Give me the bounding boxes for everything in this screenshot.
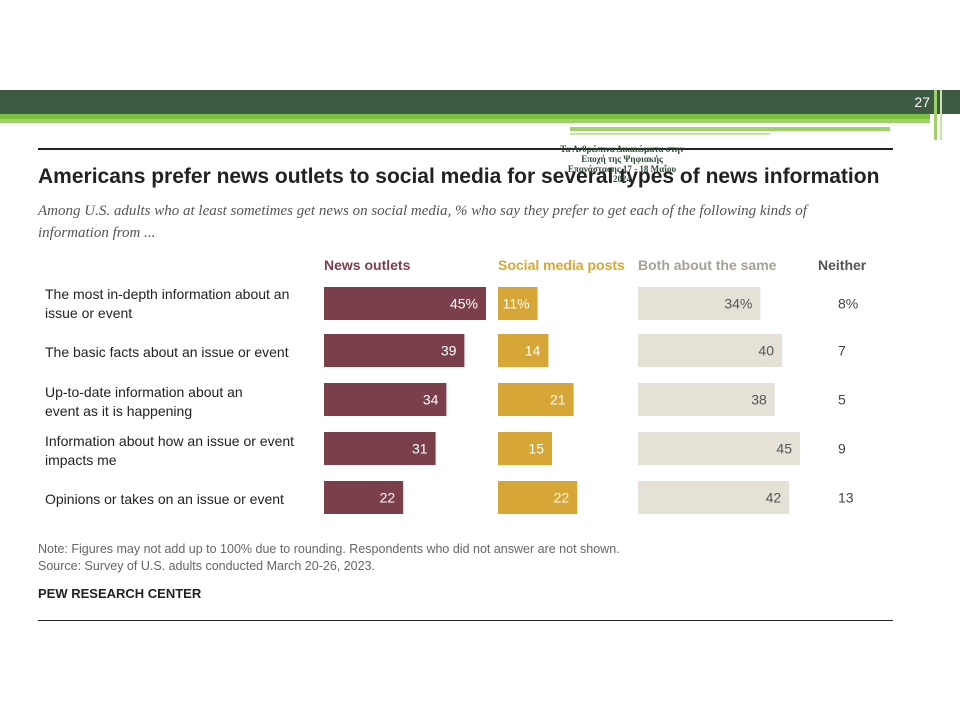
decorative-vstripe — [940, 90, 942, 140]
neither-value-label: 9 — [838, 441, 846, 457]
both-bar — [638, 432, 800, 465]
neither-value-label: 7 — [838, 343, 846, 359]
decorative-stripe-thin — [570, 133, 770, 135]
category-label: Up-to-date information about an event as… — [45, 384, 243, 419]
both-value-label: 45 — [776, 441, 792, 457]
social-media-bar — [498, 481, 578, 514]
chart-subtitle: Among U.S. adults who at least sometimes… — [38, 203, 807, 241]
decorative-vstripe — [934, 90, 937, 140]
social-media-value-label: 14 — [525, 343, 541, 359]
slide-header-stripe — [0, 114, 930, 119]
both-value-label: 42 — [766, 490, 782, 506]
news-outlets-bar — [324, 481, 404, 514]
social-media-bar — [498, 383, 574, 416]
category-label: The most in-depth information about an i… — [45, 286, 290, 321]
neither-value-label: 13 — [838, 490, 854, 506]
social-media-bar — [498, 334, 549, 367]
neither-value-label: 5 — [838, 392, 846, 408]
category-label: Information about how an issue or event … — [45, 433, 295, 468]
social-media-value-label: 21 — [550, 392, 566, 408]
news-outlets-bar — [324, 432, 436, 465]
news-outlets-bar — [324, 334, 465, 367]
chart-title: Americans prefer news outlets to social … — [38, 165, 880, 188]
neither-value-label: 8% — [838, 296, 858, 312]
social-media-bar — [498, 287, 538, 320]
slide-header-bar — [0, 90, 960, 114]
chart-note: Note: Figures may not add up to 100% due… — [38, 542, 620, 556]
slide-number: 27 — [914, 94, 930, 110]
news-outlets-value-label: 34 — [423, 392, 439, 408]
both-bar — [638, 287, 761, 320]
column-header-neither: Neither — [818, 257, 867, 273]
both-bar — [638, 334, 782, 367]
bottom-rule — [38, 620, 893, 621]
overlay-caption: Τα Ανθρώπινα Δικαιώματα στην Εποχή της Ψ… — [560, 144, 684, 184]
news-outlets-bar — [324, 383, 447, 416]
both-value-label: 38 — [751, 392, 767, 408]
news-outlets-value-label: 22 — [380, 490, 396, 506]
both-bar — [638, 383, 775, 416]
news-outlets-value-label: 31 — [412, 441, 428, 457]
news-outlets-value-label: 45% — [450, 296, 478, 312]
both-bar — [638, 481, 790, 514]
news-outlets-bar — [324, 287, 486, 320]
social-media-value-label: 15 — [528, 441, 544, 457]
top-rule — [38, 148, 893, 150]
category-label: Opinions or takes on an issue or event — [45, 491, 284, 507]
social-media-value-label: 11% — [503, 296, 530, 312]
news-outlets-value-label: 39 — [441, 343, 457, 359]
both-value-label: 34% — [724, 296, 752, 312]
decorative-stripe — [570, 127, 890, 131]
social-media-value-label: 22 — [554, 490, 570, 506]
column-header-both: Both about the same — [638, 257, 777, 273]
column-header-social-media: Social media posts — [498, 257, 625, 273]
social-media-bar — [498, 432, 552, 465]
category-label: The basic facts about an issue or event — [45, 344, 289, 360]
source-org: PEW RESEARCH CENTER — [38, 586, 202, 601]
chart-source: Source: Survey of U.S. adults conducted … — [38, 559, 375, 573]
both-value-label: 40 — [758, 343, 774, 359]
slide-header-stripe-light — [0, 119, 930, 123]
column-header-news-outlets: News outlets — [324, 257, 411, 273]
